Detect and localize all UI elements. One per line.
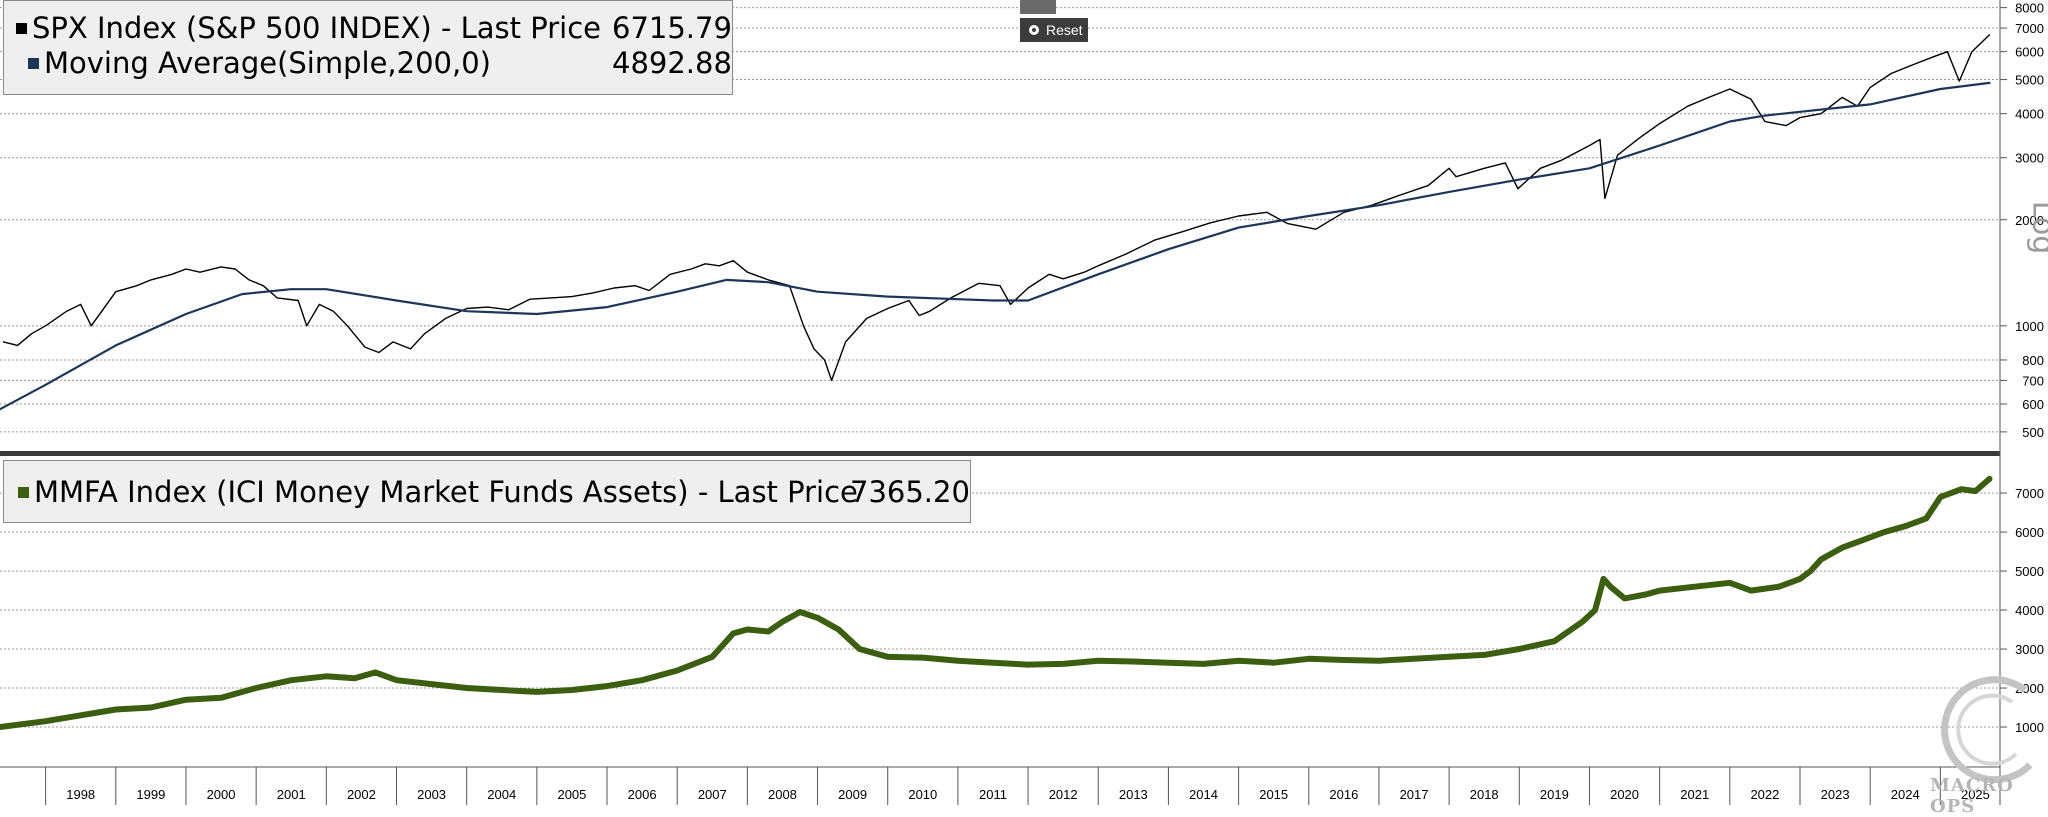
mmfa-tick-label: 6000: [2015, 525, 2044, 540]
top-panel-y-axis: 500 600 700 800 1000 2000 3000 4000 5000 6000 7000…: [2000, 1, 2044, 440]
spx-tick-label: 5000: [2015, 73, 2044, 88]
mmfa-tick-label: 1000: [2015, 720, 2044, 735]
x-tick-label: 2020: [1610, 787, 1639, 802]
spx-tick-label: 4000: [2015, 107, 2044, 122]
x-tick-label: 2019: [1540, 787, 1569, 802]
x-tick-label: 2017: [1400, 787, 1429, 802]
x-tick-label: 2012: [1049, 787, 1078, 802]
panel-divider[interactable]: [0, 451, 2000, 456]
x-tick-label: 2007: [698, 787, 727, 802]
bottom-panel-series: [0, 475, 1993, 730]
x-tick-label: 2015: [1259, 787, 1288, 802]
spx-tick-label: 700: [2022, 373, 2044, 388]
x-tick-label: 2023: [1821, 787, 1850, 802]
macro-ops-logo-icon: [1941, 676, 2033, 784]
mmfa-series-1-line[interactable]: [0, 475, 1993, 730]
mmfa-tick-label: 3000: [2015, 642, 2044, 657]
spx-legend-label: SPX Index (S&P 500 INDEX) - Last Price: [32, 11, 601, 45]
x-tick-label: 2001: [277, 787, 306, 802]
spx-tick-label: 600: [2022, 397, 2044, 412]
x-tick-label: 2002: [347, 787, 376, 802]
top-panel-series: [0, 34, 1991, 411]
reset-icon: [1029, 25, 1039, 35]
spx-tick-label: 6000: [2015, 45, 2044, 60]
mmfa-last-price: 7365.20: [850, 475, 970, 509]
legend-item-mmfa[interactable]: MMFA Index (ICI Money Market Funds Asset…: [18, 475, 858, 509]
legend-bottom-panel[interactable]: MMFA Index (ICI Money Market Funds Asset…: [3, 460, 971, 523]
x-tick-label: 2016: [1329, 787, 1358, 802]
mmfa-swatch-icon: [18, 486, 29, 498]
ma-last-value: 4892.88: [612, 46, 732, 80]
chart-tools-toggle[interactable]: [1020, 0, 1056, 14]
mmfa-tick-label: 7000: [2015, 486, 2044, 501]
legend-top-panel[interactable]: SPX Index (S&P 500 INDEX) - Last Price 6…: [3, 0, 733, 95]
ma-legend-label: Moving Average(Simple,200,0): [44, 46, 491, 80]
x-tick-label: 2024: [1891, 787, 1920, 802]
spx-tick-label: 2000: [2015, 213, 2044, 228]
reset-button[interactable]: Reset: [1020, 18, 1088, 42]
ma-swatch-icon: [28, 57, 39, 69]
x-tick-label: 2013: [1119, 787, 1148, 802]
x-tick-label: 2005: [557, 787, 586, 802]
x-tick-label: 2003: [417, 787, 446, 802]
x-tick-label: 2004: [487, 787, 516, 802]
x-axis: 1998 1999 2000 2001 2002 2003 2004 2005 2006 2007…: [45, 767, 1990, 805]
spx-series-1-line[interactable]: [2, 34, 1991, 382]
spx-series-2-line[interactable]: [0, 81, 1991, 411]
log-scale-label[interactable]: Log: [2025, 200, 2048, 255]
x-tick-label: 2000: [207, 787, 236, 802]
mmfa-tick-label: 4000: [2015, 603, 2044, 618]
x-tick-label: 1999: [136, 787, 165, 802]
x-tick-label: 2008: [768, 787, 797, 802]
spx-tick-label: 800: [2022, 353, 2044, 368]
x-tick-label: 2009: [838, 787, 867, 802]
legend-item-spx[interactable]: SPX Index (S&P 500 INDEX) - Last Price: [16, 11, 601, 45]
watermark-text: MACRO OPS: [1930, 775, 2014, 817]
spx-swatch-icon: [16, 22, 27, 34]
x-tick-label: 2022: [1750, 787, 1779, 802]
x-tick-label: 2006: [628, 787, 657, 802]
x-tick-label: 2014: [1189, 787, 1218, 802]
spx-tick-label: 7000: [2015, 21, 2044, 36]
spx-tick-label: 500: [2022, 425, 2044, 440]
spx-tick-label: 8000: [2015, 1, 2044, 16]
legend-item-ma[interactable]: Moving Average(Simple,200,0): [28, 46, 491, 80]
x-tick-label: 2021: [1680, 787, 1709, 802]
reset-label: Reset: [1046, 22, 1083, 38]
mmfa-tick-label: 5000: [2015, 564, 2044, 579]
mmfa-legend-label: MMFA Index (ICI Money Market Funds Asset…: [34, 475, 858, 509]
bottom-panel-grid: [0, 492, 2000, 728]
spx-last-price: 6715.79: [612, 11, 732, 45]
spx-tick-label: 1000: [2015, 319, 2044, 334]
x-tick-label: 2025: [1961, 787, 1990, 802]
x-tick-label: 1998: [66, 787, 95, 802]
spx-tick-label: 3000: [2015, 151, 2044, 166]
x-tick-label: 2010: [908, 787, 937, 802]
x-tick-label: 2018: [1470, 787, 1499, 802]
x-tick-label: 2011: [979, 787, 1007, 802]
